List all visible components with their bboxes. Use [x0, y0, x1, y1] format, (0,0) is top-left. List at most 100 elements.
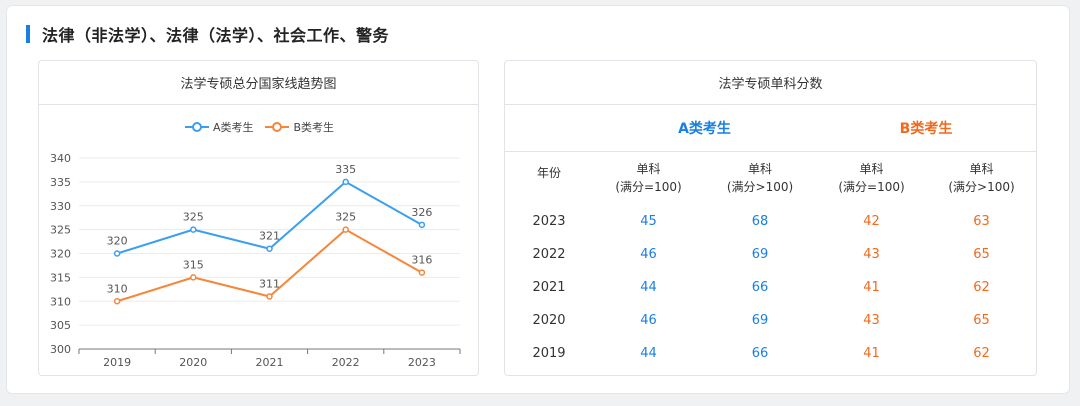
- legend-label-a: A类考生: [212, 121, 254, 134]
- group-b-header: B类考生: [816, 106, 1036, 152]
- year-cell: 2019: [532, 346, 566, 361]
- y-tick-label: 315: [50, 271, 71, 284]
- a-single-100-cell: 46: [640, 313, 657, 328]
- col-b-single-gt100-header: 单科 (满分>100): [927, 151, 1036, 205]
- col-a-single-100-header: 单科 (满分=100): [593, 151, 704, 205]
- year-cell: 2022: [532, 247, 566, 262]
- content-card: 法律（非法学）、法律（法学）、社会工作、警务 法学专硕总分国家线趋势图 A类考生…: [6, 5, 1070, 394]
- data-point: [266, 245, 273, 252]
- table-row: 2021 44 66 41 62: [505, 271, 1036, 304]
- data-point: [266, 293, 273, 300]
- x-tick-label: 2023: [408, 356, 436, 369]
- y-tick-label: 335: [50, 176, 71, 189]
- scores-panel: 法学专硕单科分数 A类考生 B类考生 年份 单科 (满分=100) 单科 (满分…: [504, 60, 1037, 376]
- column-header-row: 年份 单科 (满分=100) 单科 (满分>100) 单科 (满分=100) 单…: [505, 151, 1036, 205]
- year-cell: 2023: [532, 214, 566, 229]
- b-single-100-cell: 43: [863, 313, 880, 328]
- b-single-100-cell: 41: [863, 280, 880, 295]
- section-title: 法律（非法学）、法律（法学）、社会工作、警务: [42, 26, 390, 45]
- chart-legend: A类考生 B类考生: [39, 119, 480, 135]
- x-tick-label: 2019: [103, 356, 131, 369]
- data-point: [342, 226, 349, 233]
- data-point: [113, 250, 121, 257]
- col-header-line1: 单科: [859, 162, 884, 177]
- col-year-header: 年份: [536, 165, 561, 180]
- trend-chart-panel: 法学专硕总分国家线趋势图 A类考生 B类考生 300 305 310 315 320 32…: [38, 60, 479, 376]
- table-row: 2020 46 69 43 65: [505, 304, 1036, 337]
- col-header-line2: (满分>100): [948, 180, 1015, 195]
- heading-accent-bar: [26, 25, 30, 43]
- group-header-spacer: [505, 106, 593, 152]
- col-a-single-gt100-header: 单科 (满分>100): [704, 151, 816, 205]
- data-label: 311: [259, 277, 280, 290]
- data-point: [190, 274, 197, 281]
- a-single-gt100-cell: 66: [751, 346, 769, 361]
- table-row: 2023 45 68 42 63: [505, 205, 1036, 238]
- legend-item-b[interactable]: B类考生: [265, 119, 334, 135]
- year-cell: 2020: [532, 313, 566, 328]
- legend-marker-b: [265, 121, 290, 133]
- scores-table: A类考生 B类考生 年份 单科 (满分=100) 单科 (满分>100) 单科 …: [505, 106, 1036, 370]
- data-point: [113, 298, 121, 305]
- a-single-gt100-cell: 66: [751, 280, 769, 295]
- a-single-gt100-cell: 69: [751, 247, 769, 262]
- legend-item-a[interactable]: A类考生: [184, 119, 254, 135]
- data-label: 321: [259, 230, 280, 243]
- data-label: 315: [183, 258, 204, 271]
- a-single-100-cell: 44: [640, 280, 657, 295]
- data-label: 310: [107, 282, 128, 295]
- col-header-line2: (满分>100): [726, 180, 794, 195]
- b-single-gt100-cell: 63: [973, 214, 990, 229]
- a-single-gt100-cell: 69: [751, 313, 769, 328]
- group-header-row: A类考生 B类考生: [505, 106, 1036, 152]
- col-header-line2: (满分=100): [838, 180, 905, 195]
- a-single-gt100-cell: 68: [751, 214, 769, 229]
- data-label: 325: [335, 211, 356, 224]
- b-single-gt100-cell: 62: [973, 280, 990, 295]
- y-tick-label: 310: [50, 295, 71, 308]
- b-single-gt100-cell: 65: [973, 313, 990, 328]
- group-a-header: A类考生: [593, 106, 816, 152]
- data-point: [418, 221, 426, 229]
- y-tick-label: 300: [50, 343, 71, 356]
- b-single-100-cell: 43: [863, 247, 880, 262]
- y-tick-label: 325: [50, 224, 71, 237]
- y-tick-label: 320: [50, 248, 71, 261]
- data-label: 320: [107, 235, 128, 248]
- table-row: 2022 46 69 43 65: [505, 238, 1036, 271]
- col-header-line1: 单科: [747, 162, 772, 177]
- data-label: 335: [335, 163, 356, 176]
- a-single-100-cell: 44: [640, 346, 657, 361]
- x-tick-label: 2022: [332, 356, 360, 369]
- data-point: [418, 269, 426, 276]
- data-point: [342, 178, 349, 186]
- trend-chart-title: 法学专硕总分国家线趋势图: [39, 61, 478, 105]
- col-header-line1: 单科: [636, 162, 661, 177]
- b-single-100-cell: 41: [863, 346, 880, 361]
- a-single-100-cell: 45: [640, 214, 657, 229]
- legend-marker-a: [184, 121, 209, 133]
- col-header-line2: (满分=100): [615, 180, 682, 195]
- series-line-a: [116, 180, 423, 255]
- section-heading: 法律（非法学）、法律（法学）、社会工作、警务: [26, 24, 390, 45]
- x-tick-label: 2021: [256, 356, 284, 369]
- col-b-single-100-header: 单科 (满分=100): [816, 151, 927, 205]
- y-tick-label: 305: [50, 319, 71, 332]
- scores-title: 法学专硕单科分数: [505, 61, 1036, 105]
- data-label: 326: [411, 206, 432, 219]
- trend-line-chart: 300 305 310 315 320 325 330 335 340 2019 2020 2021 2…: [50, 152, 461, 369]
- data-point: [190, 226, 197, 233]
- b-single-gt100-cell: 62: [973, 346, 990, 361]
- table-row: 2019 44 66 41 62: [505, 337, 1036, 370]
- data-label: 316: [411, 254, 432, 267]
- b-single-gt100-cell: 65: [973, 247, 990, 262]
- y-tick-label: 340: [50, 152, 71, 165]
- legend-label-b: B类考生: [293, 121, 335, 134]
- b-single-100-cell: 42: [863, 214, 880, 229]
- x-tick-label: 2020: [179, 356, 207, 369]
- data-label: 325: [183, 211, 204, 224]
- year-cell: 2021: [532, 280, 566, 295]
- a-single-100-cell: 46: [640, 247, 657, 262]
- y-tick-label: 330: [50, 200, 71, 213]
- col-header-line1: 单科: [969, 162, 994, 177]
